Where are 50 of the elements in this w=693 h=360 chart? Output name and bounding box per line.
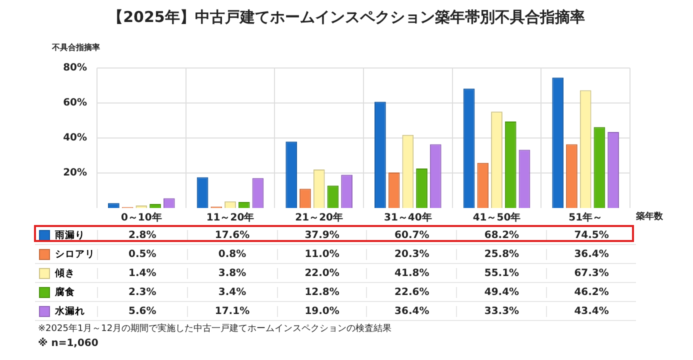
data-label: 36.4% [366,306,456,316]
text: ※2025年1月～12月の期間で実施した中古一戸建てホームインスペクションの検査結果 [38,322,392,335]
x-tick-label: 51年～ [568,212,603,224]
x-tick-label: 21～20年 [295,212,344,224]
data-label: 49.4% [456,286,546,298]
x-tick-label: 31～40年 [384,212,432,224]
data-label: 12.8% [276,286,366,298]
chart-title: 【2025年】中古戸建てホームインスペクション築年帯別不具合指摘率 [107,8,586,27]
data-label: 74.5% [546,230,636,240]
y-tick-label: 60% [63,98,87,109]
data-label: 60.7% [366,230,456,240]
legend-label: 水漏れ [55,304,85,318]
x-tick-label: 0～10年 [120,212,162,224]
data-label: 1.4% [97,268,187,278]
data-label: 2.3% [97,286,187,298]
data-label: 41.8% [366,268,456,278]
data-label: 36.4% [546,248,636,260]
legend-label: シロアリ [55,248,95,260]
data-label: 5.6% [97,306,187,316]
data-label: 17.1% [186,306,277,316]
x-tick-label: 41～50年 [472,212,521,224]
data-label: 43.4% [546,306,636,316]
y-tick-label: 80% [63,62,87,74]
x-tick-label: 11～20年 [206,212,254,224]
legend-label: 雨漏り [55,228,85,242]
y-tick-label: 20% [63,168,87,179]
data-label: 0.8% [186,248,277,260]
data-label: 46.2% [546,286,636,298]
x-axis-title: 築年数 [635,210,664,222]
data-label: 22.0% [276,268,366,278]
data-label: 17.6% [186,230,277,240]
data-label: 37.9% [276,230,366,240]
data-label: 67.3% [546,268,636,278]
data-label: 3.4% [186,286,277,298]
y-axis-title: 不具合指摘率 [52,42,100,53]
data-label: 3.8% [186,268,277,278]
data-label: 68.2% [456,230,546,240]
data-label: 20.3% [366,248,456,260]
data-label: 55.1% [456,268,546,278]
data-label: 19.0% [276,306,366,316]
data-label: 22.6% [366,286,456,298]
data-label: 2.8% [97,230,187,240]
legend-label: 傾き [55,266,75,280]
data-label: 33.3% [456,306,546,316]
text: ※ n=1,060 [38,338,98,349]
data-label: 11.0% [276,248,366,260]
legend-label: 腐食 [55,286,75,298]
data-label: 25.8% [456,248,546,260]
data-label: 0.5% [97,248,187,260]
y-tick-label: 40% [63,132,87,144]
